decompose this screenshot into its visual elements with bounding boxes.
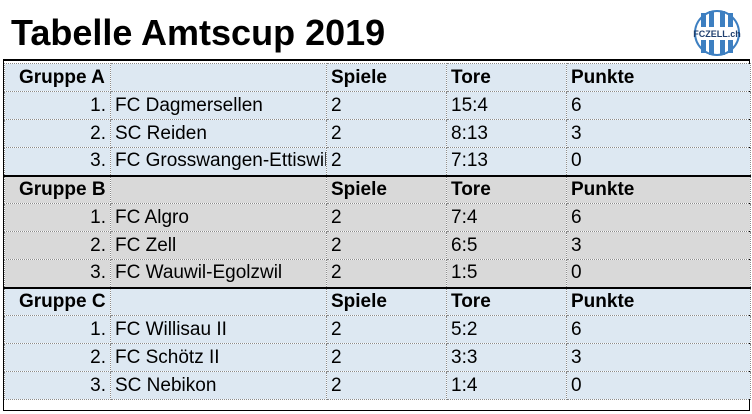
team-cell: SC Nebikon bbox=[110, 371, 327, 400]
header-spiele: Spiele bbox=[326, 174, 447, 204]
group-header-row: Gruppe B Spiele Tore Punkte bbox=[4, 174, 751, 204]
table-row: 3. SC Nebikon 2 1:4 0 bbox=[4, 371, 751, 400]
group-name: Gruppe B bbox=[4, 174, 111, 204]
punkte-cell: 3 bbox=[566, 119, 751, 148]
punkte-cell: 0 bbox=[566, 147, 751, 176]
standings-table: Gruppe A Spiele Tore Punkte 1. FC Dagmerselle… bbox=[4, 63, 751, 400]
team-cell: FC Algro bbox=[110, 203, 327, 232]
punkte-cell: 6 bbox=[566, 315, 751, 344]
header-tore: Tore bbox=[446, 286, 567, 316]
team-cell: FC Zell bbox=[110, 231, 327, 260]
team-cell: FC Dagmersellen bbox=[110, 91, 327, 120]
header-tore: Tore bbox=[446, 63, 567, 92]
team-cell: FC Schötz II bbox=[110, 343, 327, 372]
punkte-cell: 0 bbox=[566, 259, 751, 288]
rank-cell: 2. bbox=[4, 231, 111, 260]
rank-cell: 3. bbox=[4, 371, 111, 400]
table-row: 1. FC Dagmersellen 2 15:4 6 bbox=[4, 91, 751, 120]
spiele-cell: 2 bbox=[326, 231, 447, 260]
spiele-cell: 2 bbox=[326, 371, 447, 400]
rank-cell: 1. bbox=[4, 91, 111, 120]
spiele-cell: 2 bbox=[326, 91, 447, 120]
header-tore: Tore bbox=[446, 174, 567, 204]
group-header-blank bbox=[110, 286, 327, 316]
title-bar: Tabelle Amtscup 2019 FCZELL.ch bbox=[3, 3, 750, 61]
logo-text: FCZELL.ch bbox=[693, 29, 741, 39]
rank-cell: 1. bbox=[4, 315, 111, 344]
table-row: 2. SC Reiden 2 8:13 3 bbox=[4, 119, 751, 148]
fc-zell-logo: FCZELL.ch bbox=[693, 10, 741, 56]
header-punkte: Punkte bbox=[566, 63, 751, 92]
team-cell: SC Reiden bbox=[110, 119, 327, 148]
spiele-cell: 2 bbox=[326, 203, 447, 232]
rank-cell: 1. bbox=[4, 203, 111, 232]
tore-cell: 8:13 bbox=[446, 119, 567, 148]
team-cell: FC Wauwil-Egolzwil bbox=[110, 259, 327, 288]
rank-cell: 2. bbox=[4, 119, 111, 148]
tore-cell: 1:5 bbox=[446, 259, 567, 288]
tore-cell: 3:3 bbox=[446, 343, 567, 372]
team-cell: FC Willisau II bbox=[110, 315, 327, 344]
table-row: 3. FC Wauwil-Egolzwil 2 1:5 0 bbox=[4, 259, 751, 288]
table-row: 1. FC Algro 2 7:4 6 bbox=[4, 203, 751, 232]
spiele-cell: 2 bbox=[326, 259, 447, 288]
group-header-blank bbox=[110, 174, 327, 204]
punkte-cell: 3 bbox=[566, 343, 751, 372]
rank-cell: 3. bbox=[4, 259, 111, 288]
table-row: 2. FC Schötz II 2 3:3 3 bbox=[4, 343, 751, 372]
spiele-cell: 2 bbox=[326, 147, 447, 176]
group-name: Gruppe C bbox=[4, 286, 111, 316]
spiele-cell: 2 bbox=[326, 119, 447, 148]
tore-cell: 1:4 bbox=[446, 371, 567, 400]
page-title: Tabelle Amtscup 2019 bbox=[11, 12, 386, 53]
group-header-row: Gruppe C Spiele Tore Punkte bbox=[4, 286, 751, 316]
header-punkte: Punkte bbox=[566, 174, 751, 204]
punkte-cell: 6 bbox=[566, 91, 751, 120]
tore-cell: 6:5 bbox=[446, 231, 567, 260]
tore-cell: 7:4 bbox=[446, 203, 567, 232]
spiele-cell: 2 bbox=[326, 343, 447, 372]
header-spiele: Spiele bbox=[326, 63, 447, 92]
header-spiele: Spiele bbox=[326, 286, 447, 316]
punkte-cell: 0 bbox=[566, 371, 751, 400]
group-name: Gruppe A bbox=[4, 63, 111, 92]
tore-cell: 7:13 bbox=[446, 147, 567, 176]
header-punkte: Punkte bbox=[566, 286, 751, 316]
group-header-blank bbox=[110, 63, 327, 92]
spiele-cell: 2 bbox=[326, 315, 447, 344]
table-row: 1. FC Willisau II 2 5:2 6 bbox=[4, 315, 751, 344]
punkte-cell: 6 bbox=[566, 203, 751, 232]
table-row: 3. FC Grosswangen-Ettiswil 2 7:13 0 bbox=[4, 147, 751, 176]
tore-cell: 15:4 bbox=[446, 91, 567, 120]
punkte-cell: 3 bbox=[566, 231, 751, 260]
rank-cell: 2. bbox=[4, 343, 111, 372]
group-header-row: Gruppe A Spiele Tore Punkte bbox=[4, 63, 751, 92]
rank-cell: 3. bbox=[4, 147, 111, 176]
table-row: 2. FC Zell 2 6:5 3 bbox=[4, 231, 751, 260]
team-cell: FC Grosswangen-Ettiswil bbox=[110, 147, 327, 176]
tore-cell: 5:2 bbox=[446, 315, 567, 344]
